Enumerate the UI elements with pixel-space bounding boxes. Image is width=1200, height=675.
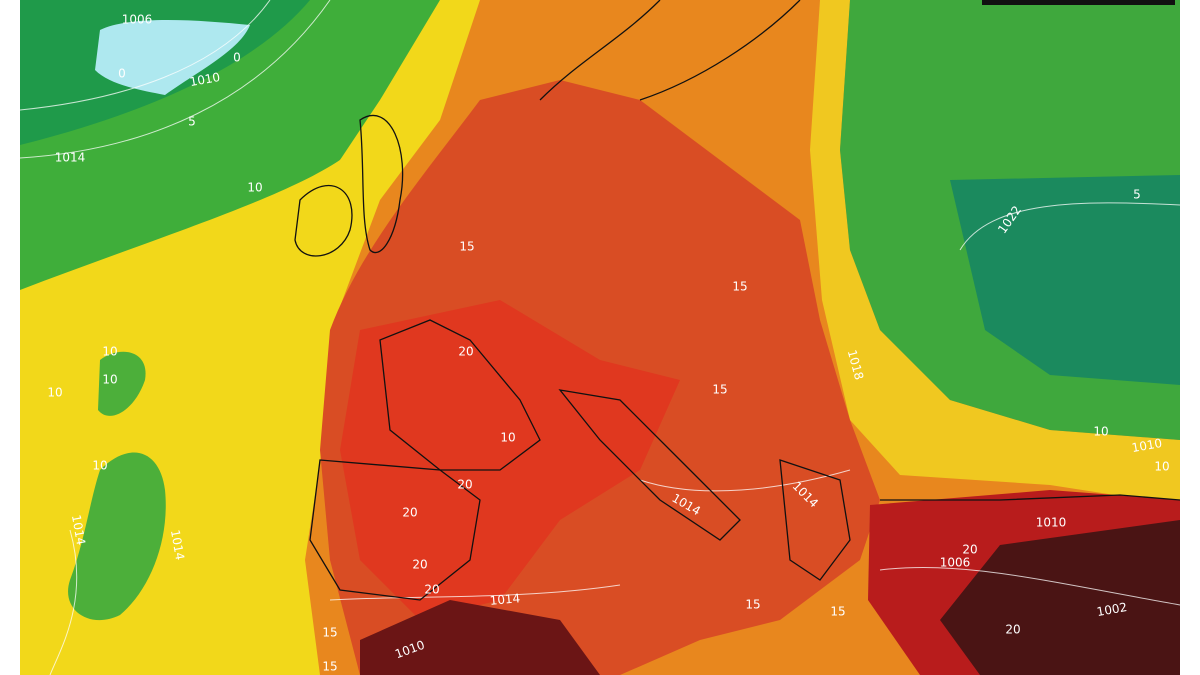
contour-label: 10: [102, 345, 117, 359]
isobar: [639, 469, 851, 492]
contour-label: 1014: [489, 591, 521, 608]
contour-label: 5: [188, 115, 196, 129]
coastline: [880, 494, 1181, 501]
dark-field-south: [360, 600, 600, 675]
cold-pool: [95, 20, 250, 95]
contour-label: 15: [322, 660, 337, 674]
coastline: [539, 0, 801, 101]
darkest-field: [940, 520, 1180, 675]
isobar: [49, 529, 78, 675]
contour-label: 20: [457, 478, 472, 492]
contour-label: 0: [118, 67, 126, 81]
green-patch: [68, 452, 166, 621]
coastline: [309, 459, 481, 601]
contour-label: 1014: [168, 529, 187, 562]
temperature-field: [20, 0, 1180, 675]
contour-label: 10: [1093, 425, 1108, 439]
contour-label: 20: [962, 543, 977, 557]
contour-label: 15: [830, 605, 845, 619]
contour-label: 20: [412, 558, 427, 572]
contour-label: 15: [322, 626, 337, 640]
isobar: [19, 0, 271, 111]
contour-label: 15: [459, 240, 474, 254]
contour-label: 10: [102, 373, 117, 387]
contour-label: 1014: [55, 151, 86, 165]
green-patch: [98, 351, 146, 416]
contour-label: 15: [732, 280, 747, 294]
contour-label: 1010: [1036, 516, 1067, 530]
isobar: [19, 0, 331, 159]
contour-label: 1014: [69, 514, 88, 547]
contour-label: 15: [745, 598, 760, 612]
contour-label: 5: [1133, 188, 1141, 202]
right-margin: [1180, 0, 1200, 675]
contour-label: 1006: [940, 556, 971, 570]
contour-label: 10: [500, 431, 515, 445]
coastline: [779, 459, 851, 581]
contour-label: 1010: [189, 70, 222, 89]
contour-label: 10: [1154, 460, 1169, 474]
contour-label: 1006: [122, 13, 153, 27]
contour-label: 20: [424, 583, 439, 597]
contour-label: 10: [247, 181, 262, 195]
coastline: [294, 185, 353, 257]
contour-label: 20: [402, 506, 417, 520]
contour-label: 15: [712, 383, 727, 397]
black-bar: [982, 0, 1175, 5]
contour-label: 10: [47, 386, 62, 400]
bright-red-field: [340, 300, 680, 620]
coastlines: [294, 0, 1181, 601]
contour-label: 1010: [1131, 436, 1164, 455]
yellow-field-east: [810, 0, 1180, 505]
isobar: [959, 202, 1181, 251]
coastline: [359, 114, 404, 253]
isobars: [19, 0, 1181, 675]
contour-label: 1002: [1096, 600, 1129, 619]
contour-label: 0: [233, 51, 241, 65]
teal-field: [950, 175, 1180, 385]
contour-label: 20: [458, 345, 473, 359]
isobar: [879, 566, 1181, 606]
coastline: [379, 319, 541, 471]
left-margin: [0, 0, 20, 675]
contour-label: 10: [92, 459, 107, 473]
coastline: [558, 389, 741, 541]
contour-label: 20: [1005, 623, 1020, 637]
isobar: [329, 584, 621, 601]
